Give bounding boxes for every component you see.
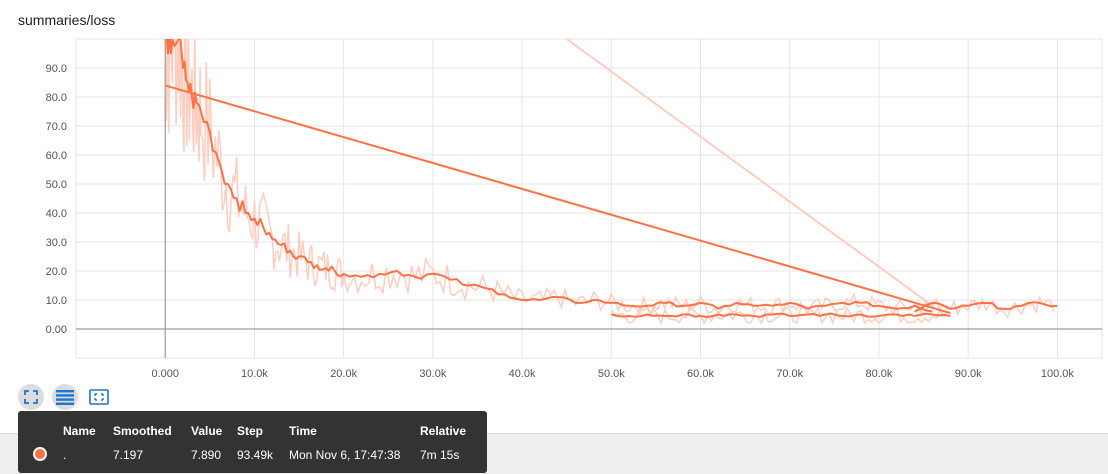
x-tick-label: 100.0k [1041, 368, 1075, 380]
y-tick-label: 0.00 [46, 324, 67, 336]
y-tick-label: 30.0 [46, 237, 67, 249]
grid-lines [75, 38, 1103, 359]
x-tick-label: 30.0k [419, 368, 446, 380]
fit-domain-button[interactable] [86, 384, 112, 410]
x-tick-label: 60.0k [687, 368, 714, 380]
tooltip-header-name: Name [63, 424, 96, 438]
raw-series-layer [164, 39, 1055, 326]
y-tick-label: 50.0 [46, 179, 67, 191]
tooltip-value: 7.890 [191, 448, 222, 462]
y-tick-label: 80.0 [46, 92, 67, 104]
x-tick-label: 10.0k [241, 368, 268, 380]
tooltip-step: 93.49k [237, 448, 274, 462]
tooltip-header-smoothed: Smoothed [113, 424, 172, 438]
plot-frame [75, 38, 1103, 359]
smoothed-series-line [165, 39, 933, 313]
fit-to-data-icon [89, 389, 109, 405]
raw-series-line [566, 39, 934, 307]
run-color-dot [33, 446, 47, 461]
x-tick-label: 50.0k [598, 368, 625, 380]
tooltip-swatch-header [18, 411, 63, 441]
toggle-log-scale-button[interactable] [52, 384, 78, 410]
tooltip-header-time: Time [289, 424, 317, 438]
expand-chart-button[interactable] [18, 384, 44, 410]
x-tick-label: 20.0k [330, 368, 357, 380]
tooltip-header-step: Step [237, 424, 264, 438]
lines-icon [56, 390, 74, 405]
tooltip-swatch-cell [18, 441, 63, 469]
x-tick-label: 90.0k [955, 368, 982, 380]
tooltip-table: Name Smoothed Value Step Time Relative .… [18, 411, 487, 469]
tooltip: Name Smoothed Value Step Time Relative .… [18, 411, 487, 473]
x-tick-label: 0.000 [151, 368, 179, 380]
tooltip-time: Mon Nov 6, 17:47:38 [289, 448, 401, 462]
smoothed-series-line [164, 84, 951, 315]
tooltip-header-relative: Relative [420, 424, 467, 438]
tooltip-header-row: Name Smoothed Value Step Time Relative [18, 411, 487, 441]
tick-labels: 0.000 10.0k 20.0k 30.0k 40.0k 50.0k 60.0k 70.0k… [46, 63, 1075, 380]
tooltip-header-value: Value [191, 424, 223, 438]
tooltip-relative: 7m 15s [420, 448, 460, 462]
x-tick-label: 80.0k [865, 368, 892, 380]
loss-chart: 0.000 10.0k 20.0k 30.0k 40.0k 50.0k 60.0k 70.0k… [46, 38, 1103, 380]
tooltip-row: . 7.197 7.890 93.49k Mon Nov 6, 17:47:38… [18, 441, 487, 469]
chart-title: summaries/loss [18, 12, 116, 28]
y-tick-label: 90.0 [46, 63, 67, 75]
y-tick-label: 60.0 [46, 150, 67, 162]
axes [76, 39, 1102, 358]
y-tick-label: 40.0 [46, 208, 67, 220]
y-tick-label: 10.0 [46, 295, 67, 307]
fullscreen-icon [24, 390, 38, 404]
y-tick-label: 70.0 [46, 121, 67, 133]
tooltip-smoothed: 7.197 [113, 448, 144, 462]
raw-series-line [914, 295, 1055, 319]
smoothed-series-layer [164, 39, 1058, 318]
y-tick-label: 20.0 [46, 266, 67, 278]
tooltip-name: . [63, 448, 67, 462]
x-tick-label: 70.0k [776, 368, 803, 380]
smoothed-series-line [611, 312, 951, 318]
x-tick-label: 40.0k [509, 368, 536, 380]
raw-series-line [164, 39, 930, 317]
smoothed-series-line [914, 301, 1058, 313]
